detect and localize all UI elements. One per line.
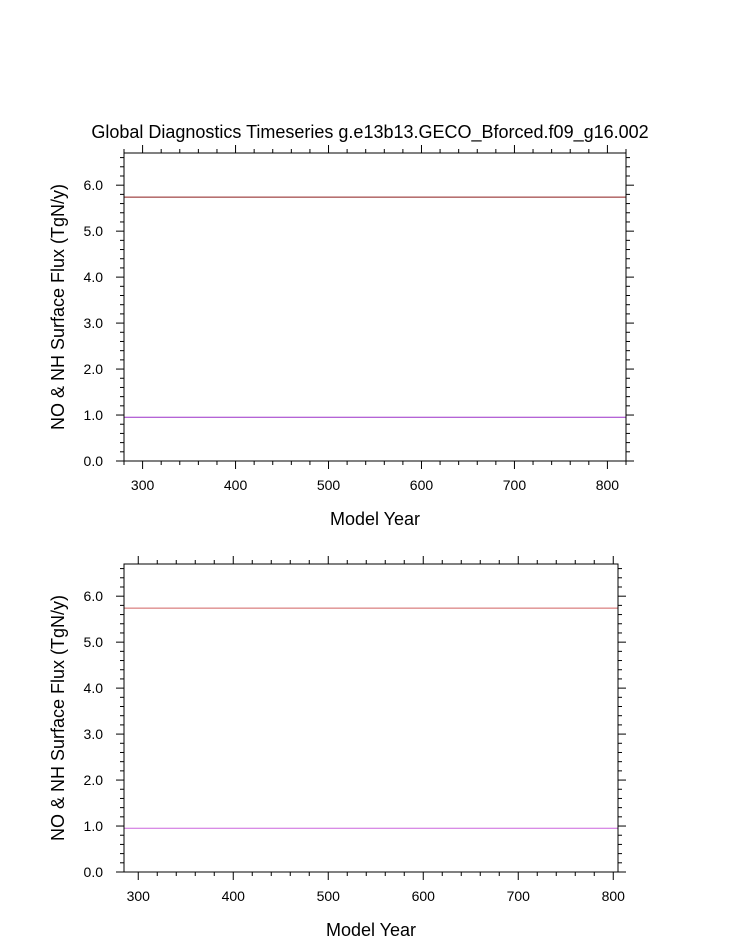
plot-frame: [123, 152, 627, 462]
y-axis-label: NO & NH Surface Flux (TgN/y): [48, 184, 68, 430]
x-tick-label: 700: [507, 888, 531, 904]
y-tick-label: 5.0: [84, 634, 104, 650]
y-tick-label: 4.0: [84, 680, 104, 696]
x-tick-label: 300: [127, 888, 151, 904]
y-tick-label: 3.0: [84, 726, 104, 742]
y-tick-label: 2.0: [84, 361, 104, 377]
y-tick-label: 0.0: [84, 864, 104, 880]
x-tick-label: 400: [224, 477, 248, 493]
x-tick-label: 500: [317, 477, 341, 493]
x-tick-label: 600: [410, 477, 434, 493]
chart-title: Global Diagnostics Timeseries g.e13b13.G…: [91, 122, 648, 143]
y-tick-label: 1.0: [84, 818, 104, 834]
y-tick-label: 1.0: [84, 407, 104, 423]
x-tick-label: 800: [596, 477, 620, 493]
y-tick-label: 4.0: [84, 269, 104, 285]
x-tick-label: 400: [222, 888, 246, 904]
y-tick-label: 5.0: [84, 223, 104, 239]
bottom-panel: 300 400 500 600 700 800 0.0 1.0 2.0 3.0 4.0 5.0 6.0 M…: [48, 556, 626, 940]
x-tick-label: 600: [412, 888, 436, 904]
x-tick-label: 700: [503, 477, 527, 493]
x-tick-label: 500: [317, 888, 341, 904]
y-tick-label: 2.0: [84, 772, 104, 788]
y-tick-label: 0.0: [84, 453, 104, 469]
y-tick-label: 6.0: [84, 588, 104, 604]
x-axis-label: Model Year: [330, 509, 420, 529]
plot-frame: [123, 563, 619, 873]
top-panel: 300 400 500 600 700 800 0.0 1.0 2.0 3.0 4.0 5.0 6.0 M…: [48, 145, 634, 529]
y-tick-label: 6.0: [84, 177, 104, 193]
x-tick-label: 300: [131, 477, 155, 493]
y-tick-label: 3.0: [84, 315, 104, 331]
x-tick-label: 800: [602, 888, 626, 904]
y-axis-label: NO & NH Surface Flux (TgN/y): [48, 595, 68, 841]
x-axis-label: Model Year: [326, 920, 416, 940]
